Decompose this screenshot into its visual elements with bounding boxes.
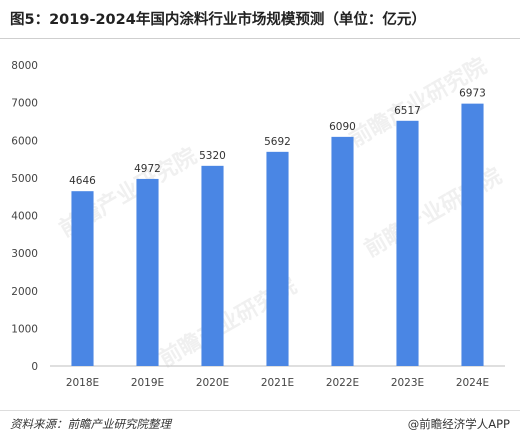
data-label: 6973 (459, 88, 486, 100)
x-tick-label: 2018E (66, 377, 99, 389)
chart-title: 图5：2019-2024年国内涂料行业市场规模预测（单位：亿元） (10, 12, 426, 28)
bar (396, 120, 419, 366)
x-tick-label: 2022E (326, 377, 359, 389)
credit-note: @前瞻经济学人APP (407, 417, 510, 431)
x-tick-label: 2023E (391, 377, 424, 389)
data-label: 6517 (394, 105, 421, 117)
bar (266, 151, 289, 366)
title-divider (0, 38, 520, 39)
bar (136, 178, 159, 366)
bar (71, 191, 94, 366)
data-label: 6090 (329, 121, 356, 133)
y-tick-label: 4000 (11, 211, 38, 223)
y-tick-label: 2000 (11, 286, 38, 298)
bar (331, 136, 354, 366)
source-note: 资料来源：前瞻产业研究院整理 (10, 417, 171, 431)
data-label: 4646 (69, 175, 96, 187)
y-tick-label: 8000 (11, 60, 38, 72)
footer-divider (0, 410, 520, 411)
x-tick-label: 2019E (131, 377, 164, 389)
x-tick-label: 2021E (261, 377, 294, 389)
bar (201, 165, 224, 366)
x-tick-label: 2020E (196, 377, 229, 389)
y-tick-label: 3000 (11, 248, 38, 260)
y-tick-label: 5000 (11, 173, 38, 185)
data-label: 4972 (134, 163, 161, 175)
y-tick-label: 7000 (11, 98, 38, 110)
y-tick-label: 6000 (11, 135, 38, 147)
data-label: 5320 (199, 150, 226, 162)
data-label: 5692 (264, 136, 291, 148)
bar (461, 103, 484, 367)
x-tick-label: 2024E (456, 377, 489, 389)
y-tick-label: 0 (31, 361, 38, 373)
y-tick-label: 1000 (11, 323, 38, 335)
bar-chart: 0 1000 2000 3000 4000 5000 6000 7000 8000 4646 201… (11, 60, 505, 389)
